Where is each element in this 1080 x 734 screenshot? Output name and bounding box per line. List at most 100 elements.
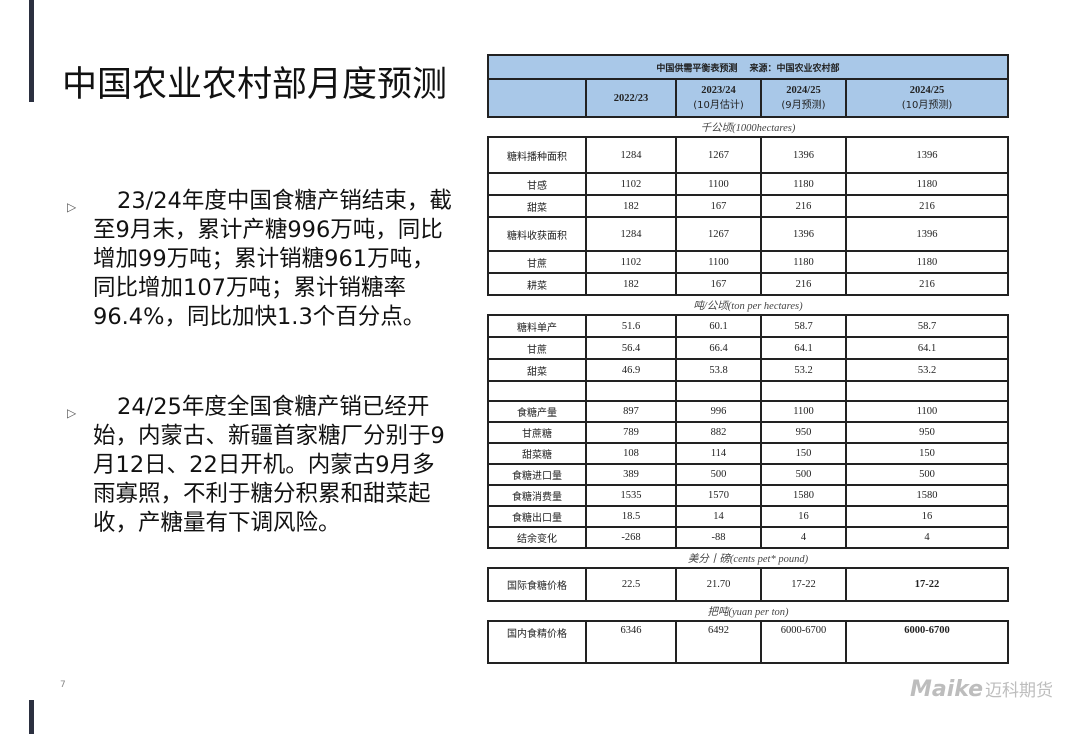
table-cell: 56.4	[585, 337, 677, 360]
table-cell: 46.9	[585, 359, 677, 382]
table-cell: 1267	[675, 217, 762, 252]
table-row: 糖料播种面积 1284 1267 1396 1396	[487, 137, 1009, 174]
table-cell: 1580	[845, 485, 1009, 507]
table-cell: 64.1	[760, 337, 847, 360]
table-cell: 389	[585, 464, 677, 486]
table-cell: 1396	[845, 137, 1009, 174]
table-row: 糖料单产 51.6 60.1 58.7 58.7	[487, 315, 1009, 338]
triangle-bullet-icon: ▷	[67, 406, 77, 420]
row-label: 食糖进口量	[487, 464, 587, 486]
table-cell: 150	[760, 443, 847, 465]
col-header: 2024/25 (10月预测)	[845, 78, 1009, 118]
table-cell: 1100	[675, 173, 762, 196]
table-cell: 18.5	[585, 506, 677, 528]
table-row: 国际食糖价格 22.5 21.70 17-22 17-22	[487, 568, 1009, 602]
table-row: 甘蔗 1102 1100 1180 1180	[487, 251, 1009, 274]
table-cell: 1180	[845, 173, 1009, 196]
table-cell: 60.1	[675, 315, 762, 338]
table-cell: 1100	[845, 401, 1009, 423]
table-cell: 500	[675, 464, 762, 486]
table-cell: 22.5	[585, 568, 677, 602]
page-title: 中国农业农村部月度预测	[62, 65, 448, 105]
table-cell: 1100	[760, 401, 847, 423]
table-cell: 182	[585, 195, 677, 218]
table-cell: 1180	[760, 251, 847, 274]
table-row: 结余变化 -268 -88 4 4	[487, 527, 1009, 549]
table-cell: 17-22	[760, 568, 847, 602]
row-label: 甘感	[487, 173, 587, 196]
table-row: 耕菜 182 167 216 216	[487, 273, 1009, 296]
table-cell: 500	[760, 464, 847, 486]
row-label: 甜菜糖	[487, 443, 587, 465]
table-cell: 216	[760, 195, 847, 218]
table-cell: 167	[675, 273, 762, 296]
table-cell: 1570	[675, 485, 762, 507]
table-cell: 53.2	[845, 359, 1009, 382]
table-cell: -88	[675, 527, 762, 549]
table-cell: 6492	[675, 621, 762, 664]
row-label: 甜菜	[487, 359, 587, 382]
table-cell: 17-22	[845, 568, 1009, 602]
table-caption: 中国供需平衡表预测 来源：中国农业农村部	[487, 54, 1009, 80]
bullet-1: ▷ 23/24年度中国食糖产销结束，截至9月末，累计产糖996万吨，同比增加99…	[67, 188, 452, 330]
table-cell: 53.2	[760, 359, 847, 382]
triangle-bullet-icon: ▷	[67, 200, 77, 214]
table-cell: 51.6	[585, 315, 677, 338]
table-cell: 58.7	[845, 315, 1009, 338]
table-row: 食糖出口量 18.5 14 16 16	[487, 506, 1009, 528]
row-label: 糖料单产	[487, 315, 587, 338]
unit-row: 吨/公顷(ton per hectares)	[488, 295, 1008, 316]
row-label: 耕菜	[487, 273, 587, 296]
table-cell: 53.8	[675, 359, 762, 382]
table-cell: 1267	[675, 137, 762, 174]
table-cell: 216	[845, 195, 1009, 218]
table-cell: 14	[675, 506, 762, 528]
table-cell: 1180	[760, 173, 847, 196]
table-cell: 66.4	[675, 337, 762, 360]
table-row: 国内食精价格 6346 6492 6000-6700 6000-6700	[487, 621, 1009, 664]
table-cell: 108	[585, 443, 677, 465]
table-cell: 1284	[585, 137, 677, 174]
row-label: 甘蔗糖	[487, 422, 587, 444]
bullet-2: ▷ 24/25年度全国食糖产销已经开始，内蒙古、新疆首家糖厂分别于9月12日、2…	[67, 394, 445, 536]
supply-demand-table: 中国供需平衡表预测 来源：中国农业农村部 2022/23 2023/24 (10月…	[487, 54, 1009, 664]
col-header: 2024/25 (9月预测)	[760, 78, 847, 118]
unit-row: 千公顷(1000hectares)	[488, 117, 1008, 138]
table-cell: -268	[585, 527, 677, 549]
table-cell: 882	[675, 422, 762, 444]
table-row: 甜菜糖 108 114 150 150	[487, 443, 1009, 465]
row-label: 食糖产量	[487, 401, 587, 423]
table-cell: 150	[845, 443, 1009, 465]
table-cell: 1284	[585, 217, 677, 252]
accent-bar-top	[29, 0, 34, 102]
table-cell: 1535	[585, 485, 677, 507]
table-row: 甜菜 46.9 53.8 53.2 53.2	[487, 359, 1009, 382]
row-label: 食糖消费量	[487, 485, 587, 507]
table-cell: 182	[585, 273, 677, 296]
table-cell: 1396	[760, 137, 847, 174]
table-cell: 1102	[585, 173, 677, 196]
row-label: 食糖出口量	[487, 506, 587, 528]
row-label: 糖料播种面积	[487, 137, 587, 174]
table-cell: 216	[760, 273, 847, 296]
table-cell: 1180	[845, 251, 1009, 274]
table-cell: 996	[675, 401, 762, 423]
table-cell: 6000-6700	[845, 621, 1009, 664]
maike-logo: Maike 迈科期货	[910, 677, 1054, 702]
col-header: 2023/24 (10月估计)	[675, 78, 762, 118]
table-header: 2022/23 2023/24 (10月估计) 2024/25 (9月预测) 202…	[487, 78, 1009, 118]
row-label: 国际食糖价格	[487, 568, 587, 602]
table-row: 食糖消费量 1535 1570 1580 1580	[487, 485, 1009, 507]
row-label: 糖料收获面积	[487, 217, 587, 252]
unit-row: 美分丨磅(cents pet* pound)	[488, 548, 1008, 569]
table-cell: 4	[845, 527, 1009, 549]
table-cell: 950	[760, 422, 847, 444]
table-row: 甘蔗 56.4 66.4 64.1 64.1	[487, 337, 1009, 360]
table-cell: 1396	[845, 217, 1009, 252]
accent-bar-bottom	[29, 700, 34, 734]
table-cell: 6000-6700	[760, 621, 847, 664]
table-cell: 4	[760, 527, 847, 549]
page-number: 7	[60, 680, 66, 690]
table-cell: 167	[675, 195, 762, 218]
unit-row: 把吨(yuan per ton)	[488, 601, 1008, 622]
